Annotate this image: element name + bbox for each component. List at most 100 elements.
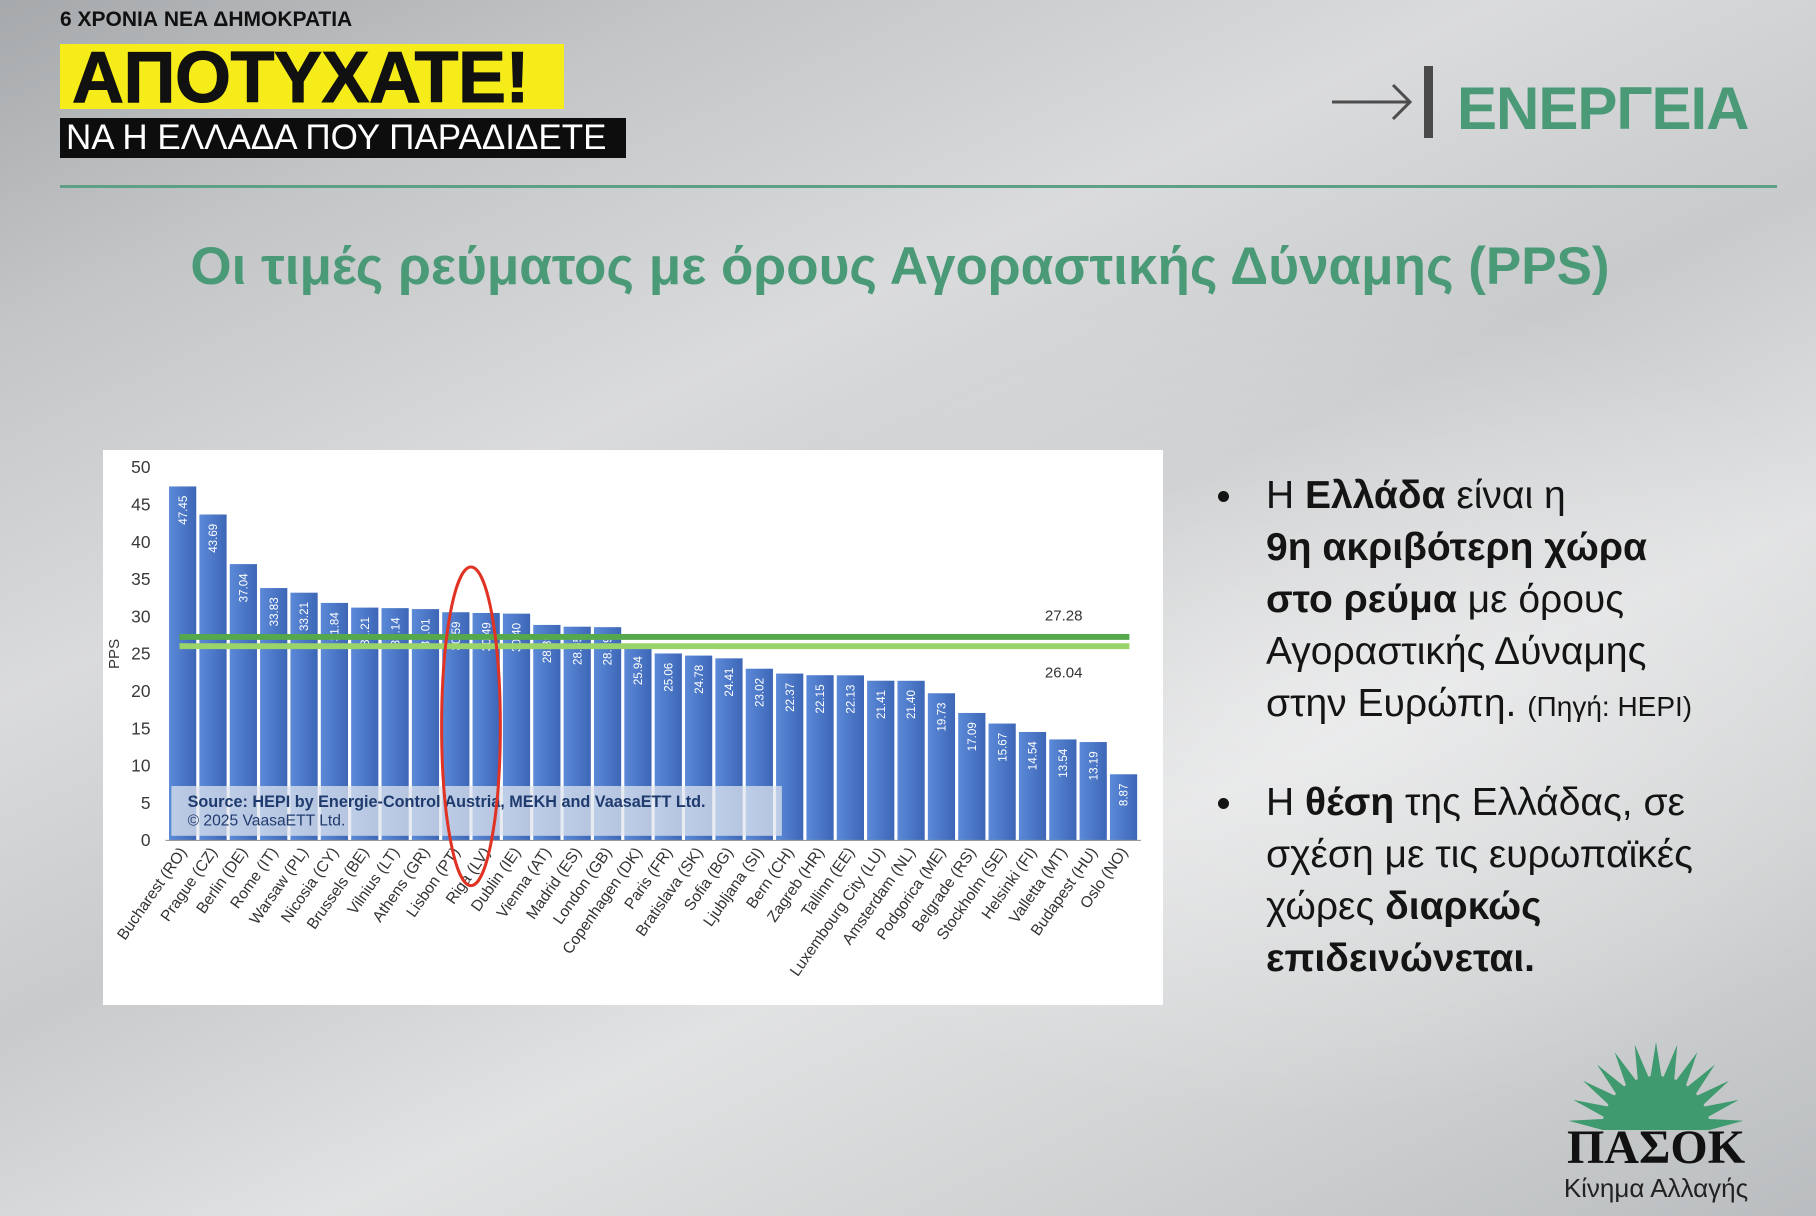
bullet-line: Η Ελλάδα είναι η	[1216, 470, 1692, 522]
highlight-oval	[440, 565, 502, 888]
reference-line-label: 26.04	[1045, 664, 1083, 681]
copyright-line: © 2025 VaasaETT Ltd.	[188, 812, 346, 829]
source-note: Source: HEPI by Energie-Control Austria,…	[171, 786, 782, 836]
y-axis-label: PPS	[106, 639, 123, 669]
bullet-dot	[1218, 491, 1229, 502]
value-label: 22.37	[785, 683, 797, 712]
value-label: 13.19	[1088, 751, 1100, 780]
subheadline-banner: ΝΑ Η ΕΛΛΑΔΑ ΠΟΥ ΠΑΡΑΔΙΔΕΤΕ	[60, 118, 626, 158]
header-rule	[60, 185, 1777, 188]
section-title: ΕΝΕΡΓΕΙΑ	[1457, 75, 1749, 142]
bar	[867, 680, 895, 841]
sun-ray	[1693, 1080, 1729, 1108]
bar	[927, 693, 956, 841]
reference-lines: 27.28 26.04	[179, 608, 1130, 681]
logo-tagline: Κίνημα Αλλαγής	[1563, 1173, 1749, 1203]
text-run: Η	[1266, 474, 1305, 517]
value-label: 23.02	[755, 678, 767, 707]
y-tick-label: 20	[131, 681, 150, 701]
sun-ray	[1649, 1042, 1663, 1081]
sun-ray	[1684, 1064, 1715, 1098]
chart-card: 47.45 43.69 37.04 33.83 33.21 31.84 31.21 31.14…	[103, 450, 1163, 1005]
text-run-bold: θέση	[1305, 781, 1395, 824]
bullet-1: Η Ελλάδα είναι η 9η ακριβότερη χώρα στο …	[1216, 470, 1692, 730]
kicker-text: 6 ΧΡΟΝΙΑ ΝΕΑ ΔΗΜΟΚΡΑΤΙΑ	[60, 8, 353, 31]
bullet-line: επιδεινώνεται.	[1216, 933, 1693, 985]
y-tick-label: 5	[141, 793, 151, 813]
bar	[806, 675, 834, 841]
sun-ray	[1673, 1052, 1698, 1089]
value-label: 28.65	[572, 636, 584, 665]
pasok-sun-icon	[1568, 1042, 1744, 1130]
value-label: 22.15	[815, 684, 827, 713]
subheadline-text: ΝΑ Η ΕΛΛΑΔΑ ΠΟΥ ΠΑΡΑΔΙΔΕΤΕ	[66, 118, 607, 157]
y-axis-ticks: 0 5 10 15 20 25 30 35 40 45 50	[131, 457, 150, 850]
y-tick-label: 35	[131, 569, 150, 589]
x-axis-labels: Bucharest (RO)Prague (CZ)Berlin (DE)Rome…	[114, 845, 1131, 980]
sun-ray	[1704, 1118, 1744, 1130]
bar	[169, 486, 197, 841]
source-line: Source: HEPI by Energie-Control Austria,…	[188, 793, 706, 811]
bullet-line: χώρες διαρκώς	[1216, 881, 1693, 933]
bar	[1049, 739, 1077, 841]
slide-title: Οι τιμές ρεύματος με όρους Αγοραστικής Δ…	[190, 237, 1610, 296]
headline-banner: ΑΠΟΤΥΧΑΤΕ!	[60, 44, 564, 109]
y-tick-label: 0	[141, 830, 151, 850]
text-run: της Ελλάδας, σε	[1394, 781, 1685, 824]
value-label: 14.54	[1028, 741, 1040, 771]
sun-ray	[1700, 1099, 1739, 1119]
sun-ray	[1614, 1052, 1639, 1089]
y-tick-label: 15	[131, 718, 150, 738]
y-tick-label: 30	[131, 606, 150, 626]
text-run-bold: 9η ακριβότερη χώρα	[1266, 526, 1647, 569]
text-run: σχέση με τις ευρωπαϊκές	[1266, 833, 1693, 876]
headline-text: ΑΠΟΤΥΧΑΤΕ!	[72, 44, 531, 109]
value-label: 33.21	[299, 602, 311, 631]
y-tick-label: 25	[131, 644, 150, 664]
value-label: 15.67	[997, 733, 1009, 762]
value-label: 13.54	[1058, 748, 1070, 778]
source-box	[171, 786, 782, 836]
text-run: Η	[1266, 781, 1305, 824]
bar-chart: 47.45 43.69 37.04 33.83 33.21 31.84 31.21 31.14…	[106, 457, 1141, 980]
bar	[836, 675, 864, 841]
value-label: 31.21	[360, 617, 372, 646]
text-run: Αγοραστικής Δύναμης	[1266, 630, 1647, 673]
section-divider-bar	[1424, 66, 1433, 138]
value-label: 17.09	[967, 722, 979, 751]
value-label: 21.41	[876, 690, 888, 719]
sun-ray	[1662, 1044, 1678, 1084]
value-label: 33.83	[269, 597, 281, 626]
text-run-bold: Ελλάδα	[1305, 474, 1446, 517]
value-label: 21.40	[906, 690, 918, 719]
text-run-bold: διαρκώς	[1385, 885, 1542, 928]
value-label: 25.94	[633, 656, 645, 686]
value-label: 24.41	[724, 668, 736, 697]
value-label: 31.84	[330, 612, 342, 642]
value-label: 31.14	[390, 617, 402, 647]
text-run: με όρους	[1456, 578, 1625, 621]
sun-ray	[1634, 1044, 1650, 1084]
bar	[988, 723, 1016, 841]
bar	[897, 680, 925, 841]
reference-line-label: 27.28	[1045, 608, 1083, 625]
bullet-dot	[1218, 798, 1229, 809]
text-run-bold: επιδεινώνεται.	[1266, 937, 1536, 980]
y-tick-label: 50	[131, 457, 150, 477]
bullet-line: στο ρεύμα με όρους	[1216, 574, 1692, 626]
value-label: 37.04	[239, 573, 251, 603]
value-label: 28.59	[603, 636, 615, 665]
value-label: 22.13	[846, 685, 858, 714]
source-citation: (Πηγή: HEPI)	[1527, 691, 1693, 722]
logo-name: ΠΑΣΟΚ	[1566, 1121, 1746, 1174]
arrow-head	[1391, 83, 1413, 121]
value-label: 47.45	[178, 496, 190, 525]
value-label: 43.69	[208, 524, 220, 553]
bar	[1079, 742, 1107, 841]
bullet-line: Αγοραστικής Δύναμης	[1216, 626, 1692, 678]
value-label: 25.06	[663, 663, 675, 692]
bullet-line: στην Ευρώπη. (Πηγή: HEPI)	[1216, 678, 1692, 730]
value-label: 24.78	[694, 665, 706, 694]
bullet-2: Η θέση της Ελλάδας, σε σχέση με τις ευρω…	[1216, 777, 1693, 985]
